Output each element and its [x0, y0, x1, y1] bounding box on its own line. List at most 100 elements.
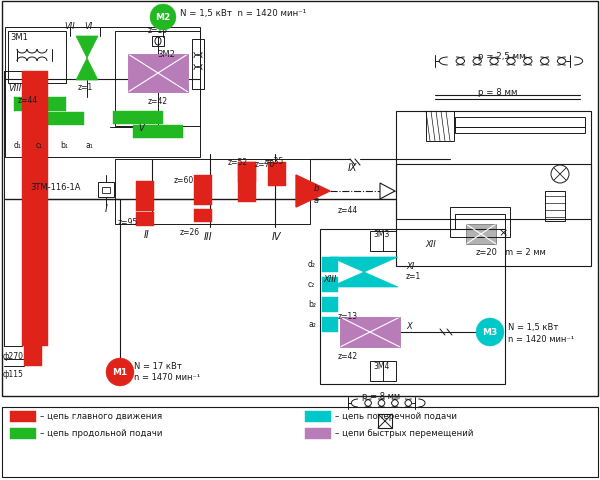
- Bar: [128, 55, 188, 93]
- Text: 3М4: 3М4: [373, 361, 389, 370]
- Bar: [455, 128, 585, 134]
- Text: – цепи быстрых перемещений: – цепи быстрых перемещений: [335, 428, 473, 437]
- Bar: [22, 72, 48, 346]
- Text: N = 1,5 кВт: N = 1,5 кВт: [508, 323, 559, 331]
- Text: b: b: [314, 184, 319, 192]
- Bar: [238, 163, 256, 203]
- Text: d₁: d₁: [14, 141, 22, 150]
- Bar: [10, 428, 36, 439]
- Text: 3М1: 3М1: [10, 33, 28, 42]
- Bar: [396, 165, 591, 219]
- Bar: [466, 225, 496, 244]
- Text: b₁: b₁: [60, 141, 68, 150]
- Bar: [24, 334, 42, 366]
- Text: z=13: z=13: [148, 26, 168, 35]
- Bar: [32, 113, 84, 126]
- Text: a₁: a₁: [85, 141, 93, 150]
- Text: III: III: [204, 231, 212, 241]
- Bar: [194, 210, 212, 223]
- Bar: [340, 317, 400, 347]
- Bar: [2, 2, 598, 396]
- Bar: [455, 215, 505, 229]
- Text: M3: M3: [482, 328, 497, 337]
- Bar: [545, 192, 565, 222]
- Bar: [426, 112, 454, 142]
- Text: ф270: ф270: [3, 351, 24, 360]
- Text: z=52: z=52: [228, 157, 248, 167]
- Bar: [115, 32, 200, 127]
- Text: z=42: z=42: [148, 97, 168, 106]
- Text: N = 1,5 кВт  n = 1420 мин⁻¹: N = 1,5 кВт n = 1420 мин⁻¹: [180, 9, 306, 18]
- Text: z=95: z=95: [118, 217, 138, 227]
- Text: 3М3: 3М3: [373, 229, 389, 239]
- Text: m = 2 мм: m = 2 мм: [505, 248, 546, 256]
- Text: VIII: VIII: [8, 84, 21, 93]
- Text: b₂: b₂: [308, 300, 316, 308]
- Text: – цепь главного движения: – цепь главного движения: [40, 411, 162, 420]
- Text: z=1: z=1: [78, 83, 93, 92]
- Text: XII: XII: [425, 240, 436, 249]
- Bar: [322, 277, 338, 292]
- Text: IV: IV: [272, 231, 281, 241]
- Bar: [152, 37, 164, 47]
- Text: M1: M1: [112, 368, 128, 377]
- Text: XI: XI: [406, 262, 414, 270]
- Text: a: a: [314, 195, 319, 204]
- Bar: [268, 163, 286, 187]
- Text: II: II: [144, 229, 150, 240]
- Polygon shape: [76, 37, 98, 81]
- Text: VII: VII: [64, 22, 75, 31]
- Text: IX: IX: [348, 163, 358, 173]
- Bar: [192, 40, 204, 90]
- Bar: [2, 407, 598, 477]
- Bar: [10, 411, 36, 422]
- Text: ×: ×: [498, 228, 508, 238]
- Bar: [194, 176, 212, 205]
- Text: a₂: a₂: [308, 319, 316, 328]
- Bar: [128, 55, 188, 93]
- Circle shape: [476, 318, 504, 346]
- Bar: [322, 298, 338, 312]
- Bar: [378, 414, 392, 428]
- Circle shape: [106, 358, 134, 386]
- Text: 3ТМ-116-1А: 3ТМ-116-1А: [30, 182, 80, 192]
- Text: z=1: z=1: [406, 271, 421, 280]
- Bar: [370, 361, 396, 381]
- Text: N = 17 кВт: N = 17 кВт: [134, 361, 182, 370]
- Bar: [320, 229, 505, 384]
- Polygon shape: [380, 184, 395, 200]
- Bar: [396, 112, 591, 266]
- Circle shape: [150, 5, 176, 31]
- Polygon shape: [296, 176, 330, 207]
- Text: z=20: z=20: [476, 248, 498, 256]
- Bar: [370, 231, 396, 252]
- Bar: [305, 411, 331, 422]
- Bar: [136, 213, 154, 227]
- Text: ф115: ф115: [3, 369, 24, 378]
- Text: n = 1470 мин⁻¹: n = 1470 мин⁻¹: [134, 372, 200, 381]
- Text: c₁: c₁: [36, 141, 43, 150]
- Text: z=35: z=35: [264, 156, 284, 166]
- Bar: [5, 28, 200, 157]
- Text: p = 2,5 мм: p = 2,5 мм: [478, 52, 526, 61]
- Text: p = 8 мм: p = 8 мм: [362, 391, 400, 400]
- Text: z=26: z=26: [180, 228, 200, 237]
- Text: z=60: z=60: [174, 176, 194, 185]
- Text: z=44: z=44: [338, 205, 358, 215]
- Bar: [455, 118, 585, 128]
- Text: z=44: z=44: [18, 96, 38, 105]
- Bar: [102, 188, 110, 193]
- Bar: [305, 428, 331, 439]
- Text: M2: M2: [155, 13, 170, 23]
- Bar: [466, 225, 496, 244]
- Bar: [450, 207, 510, 238]
- Bar: [322, 317, 338, 332]
- Bar: [136, 181, 154, 212]
- Text: z=70: z=70: [255, 160, 275, 168]
- Text: V: V: [138, 124, 144, 133]
- Text: z=13: z=13: [338, 312, 358, 320]
- Text: XIII: XIII: [323, 275, 336, 283]
- Bar: [322, 257, 338, 273]
- Bar: [14, 98, 66, 112]
- Text: – цепь продольной подачи: – цепь продольной подачи: [40, 428, 163, 437]
